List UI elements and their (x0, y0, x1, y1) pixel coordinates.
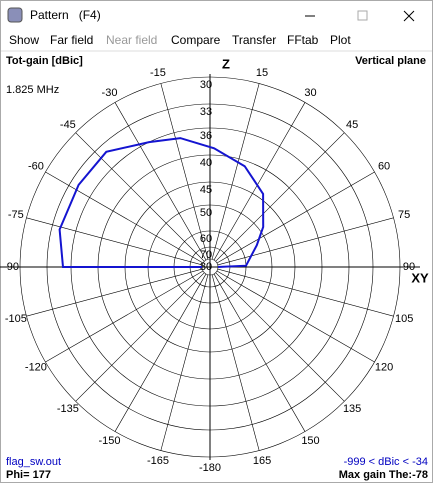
phi: Phi= 177 (6, 469, 51, 481)
grid-spoke (75, 272, 205, 402)
gain-label: Tot-gain [dBic] (6, 55, 83, 67)
title-bar: Pattern (F4) (7, 7, 415, 23)
angle-label: -75 (8, 209, 24, 221)
menu-item[interactable]: Show (9, 33, 39, 47)
ring-label: 40 (200, 157, 212, 169)
angle-label: 75 (398, 209, 410, 221)
ring-label: 30 (200, 79, 212, 91)
app-icon (7, 7, 23, 23)
z-axis-label: Z (222, 56, 230, 71)
ring-label: 50 (200, 207, 212, 219)
angle-label: 105 (395, 313, 413, 325)
max-gain: Max gain The:-78 (339, 469, 428, 481)
angle-label: -30 (102, 87, 118, 99)
frequency: 1.825 MHz (6, 84, 59, 96)
window-title: Pattern (F4) (30, 8, 101, 22)
grid-spoke (216, 171, 375, 264)
grid-spoke (217, 268, 394, 317)
angle-label: -165 (147, 455, 169, 467)
grid-spoke (213, 273, 306, 432)
grid-spoke (45, 171, 204, 264)
grid-spoke (217, 217, 394, 266)
ring-label: 45 (200, 184, 212, 196)
grid-spoke (160, 274, 209, 451)
angle-label: -135 (57, 403, 79, 415)
grid-spoke (215, 272, 345, 402)
ring-label: 36 (200, 130, 212, 142)
angle-label: 135 (343, 403, 361, 415)
angle-label: 45 (346, 119, 358, 131)
angle-label: 150 (301, 435, 319, 447)
menu-item[interactable]: Far field (50, 33, 93, 47)
grid-spoke (26, 217, 203, 266)
menu-item[interactable]: FFtab (287, 33, 319, 47)
maximize-button[interactable] (357, 10, 368, 21)
angle-label: 15 (256, 67, 268, 79)
ring-label: 70 (200, 249, 212, 261)
grid-spoke (215, 132, 345, 262)
angle-label: 120 (375, 361, 393, 373)
gain-range: -999 < dBic < -34 (344, 456, 428, 468)
ring-label: 60 (200, 233, 212, 245)
angle-label: 90 (403, 261, 415, 273)
angle-label: -120 (25, 361, 47, 373)
pattern-curve (58, 137, 265, 268)
menu-item[interactable]: Compare (171, 33, 221, 47)
grid-spoke (213, 102, 306, 261)
grid-spoke (216, 270, 375, 363)
menu-item[interactable]: Transfer (232, 33, 276, 47)
grid-spoke (26, 268, 203, 317)
angle-label: -60 (28, 160, 44, 172)
grid-spoke (160, 83, 209, 260)
angle-label: -90 (3, 261, 19, 273)
angle-label: -105 (5, 313, 27, 325)
menu-item[interactable]: Plot (330, 33, 351, 47)
grid-spoke (114, 273, 207, 432)
grid-spoke (75, 132, 205, 262)
menu-bar: Show Far field Near field Compare Transfer FF… (9, 33, 351, 47)
plane-label: Vertical plane (355, 55, 426, 67)
ring-label: 80 (200, 261, 212, 273)
menu-item[interactable]: Near field (106, 33, 157, 47)
angle-label: -150 (98, 435, 120, 447)
angle-label: 165 (253, 455, 271, 467)
grid-spoke (211, 274, 260, 451)
file-name: flag_sw.out (6, 456, 61, 468)
angle-label: -15 (150, 67, 166, 79)
grid-spoke (211, 83, 260, 260)
angle-label: 30 (304, 87, 316, 99)
angle-label: -180 (199, 462, 221, 474)
xy-axis-label: XY (411, 270, 429, 285)
grid-spoke (45, 270, 204, 363)
angle-label: 60 (378, 160, 390, 172)
grid-spoke (114, 102, 207, 261)
ring-label: 33 (200, 106, 212, 118)
close-button[interactable] (403, 10, 415, 22)
angle-label: -45 (60, 119, 76, 131)
